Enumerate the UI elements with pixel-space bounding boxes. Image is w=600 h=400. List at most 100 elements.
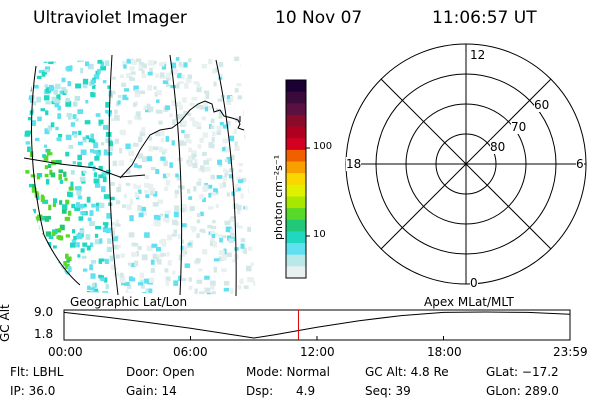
uv-pixel	[45, 231, 52, 237]
uv-pixel	[76, 189, 81, 196]
uv-pixel	[181, 74, 185, 80]
uv-pixel	[150, 259, 155, 265]
uv-pixel	[106, 169, 111, 175]
uv-pixel	[172, 119, 176, 125]
uv-pixel	[50, 122, 55, 128]
uv-pixel	[121, 60, 127, 67]
uv-pixel	[43, 57, 48, 63]
uv-pixel	[45, 278, 51, 283]
uv-pixel	[210, 118, 215, 124]
uv-image-map	[24, 55, 256, 295]
uv-pixel	[212, 68, 216, 74]
uv-pixel	[68, 186, 74, 191]
uv-pixel	[200, 165, 205, 171]
uv-pixel	[97, 58, 103, 64]
uv-pixel	[198, 178, 202, 182]
uv-pixel	[46, 150, 50, 156]
uv-pixel	[61, 87, 67, 91]
uv-pixel	[219, 122, 224, 126]
uv-pixel	[98, 202, 105, 209]
uv-pixel	[115, 219, 120, 226]
uv-pixel	[224, 280, 230, 286]
uv-pixel	[77, 195, 83, 200]
uv-pixel	[232, 203, 239, 210]
uv-pixel	[38, 260, 44, 266]
uv-pixel	[199, 137, 204, 144]
uv-pixel	[226, 99, 231, 103]
gc-altitude: GC Alt: 4.8 Re	[365, 365, 449, 379]
uv-pixel	[226, 192, 230, 197]
uv-pixel	[188, 155, 192, 161]
uv-pixel	[247, 277, 252, 282]
uv-pixel	[27, 146, 31, 152]
uv-pixel	[237, 95, 243, 100]
uv-pixel	[233, 222, 240, 229]
uv-pixel	[155, 109, 161, 114]
uv-pixel	[139, 131, 146, 137]
uv-pixel	[87, 217, 92, 222]
uv-pixel	[218, 62, 224, 68]
uv-pixel	[129, 158, 134, 162]
uv-pixel	[130, 71, 136, 75]
uv-pixel	[44, 128, 50, 135]
uv-pixel	[70, 170, 75, 175]
colorbar-band	[286, 114, 306, 128]
uv-pixel	[129, 66, 135, 71]
uv-pixel	[41, 216, 46, 221]
uv-pixel	[82, 84, 88, 89]
uv-pixel	[162, 80, 169, 85]
uv-pixel	[100, 61, 105, 67]
uv-pixel	[137, 282, 144, 286]
uv-pixel	[167, 235, 173, 241]
uv-pixel	[125, 97, 129, 101]
uv-pixel	[117, 100, 121, 105]
uv-pixel	[163, 61, 167, 66]
uv-pixel	[205, 93, 210, 100]
uv-pixel	[66, 113, 72, 117]
uv-pixel	[40, 108, 46, 112]
uv-pixel	[65, 289, 70, 295]
uv-pixel	[169, 113, 173, 118]
uv-pixel	[165, 105, 170, 111]
uv-pixel	[136, 196, 140, 200]
uv-pixel	[110, 230, 116, 237]
uv-pixel	[155, 257, 160, 262]
uv-pixel	[152, 253, 158, 259]
uv-pixel	[148, 145, 153, 152]
uv-pixel	[249, 161, 255, 166]
uv-pixel	[90, 133, 95, 139]
uv-pixel	[59, 200, 63, 205]
colorbar	[286, 80, 306, 279]
uv-pixel	[166, 210, 170, 215]
uv-pixel	[210, 285, 215, 290]
uv-pixel	[210, 280, 216, 287]
colorbar-band	[286, 91, 306, 104]
polar-diagonal-2	[380, 78, 552, 250]
uv-pixel	[218, 74, 223, 80]
uv-pixel	[139, 272, 145, 279]
uv-pixel	[57, 105, 61, 111]
uv-pixel	[155, 246, 161, 252]
uv-pixel	[51, 285, 58, 291]
uv-pixel	[56, 137, 62, 142]
uv-pixel	[252, 118, 256, 123]
uv-pixel	[79, 58, 84, 62]
uv-pixel	[75, 202, 80, 208]
uv-pixel	[65, 234, 70, 238]
uv-pixel	[128, 150, 135, 157]
uv-pixel	[178, 114, 184, 118]
uv-pixel	[124, 281, 130, 286]
uv-pixel	[57, 113, 62, 119]
uv-pixel	[237, 285, 242, 290]
uv-pixel	[58, 169, 64, 173]
uv-pixel	[95, 205, 100, 212]
uv-pixel	[53, 198, 58, 204]
uv-pixel	[153, 86, 157, 90]
uv-pixel	[252, 74, 256, 79]
uv-pixel	[240, 193, 244, 199]
uv-pixel	[36, 96, 42, 103]
uv-pixel	[43, 69, 50, 73]
uv-pixel	[229, 218, 235, 223]
uv-pixel	[176, 174, 181, 181]
uv-pixel	[228, 238, 234, 244]
